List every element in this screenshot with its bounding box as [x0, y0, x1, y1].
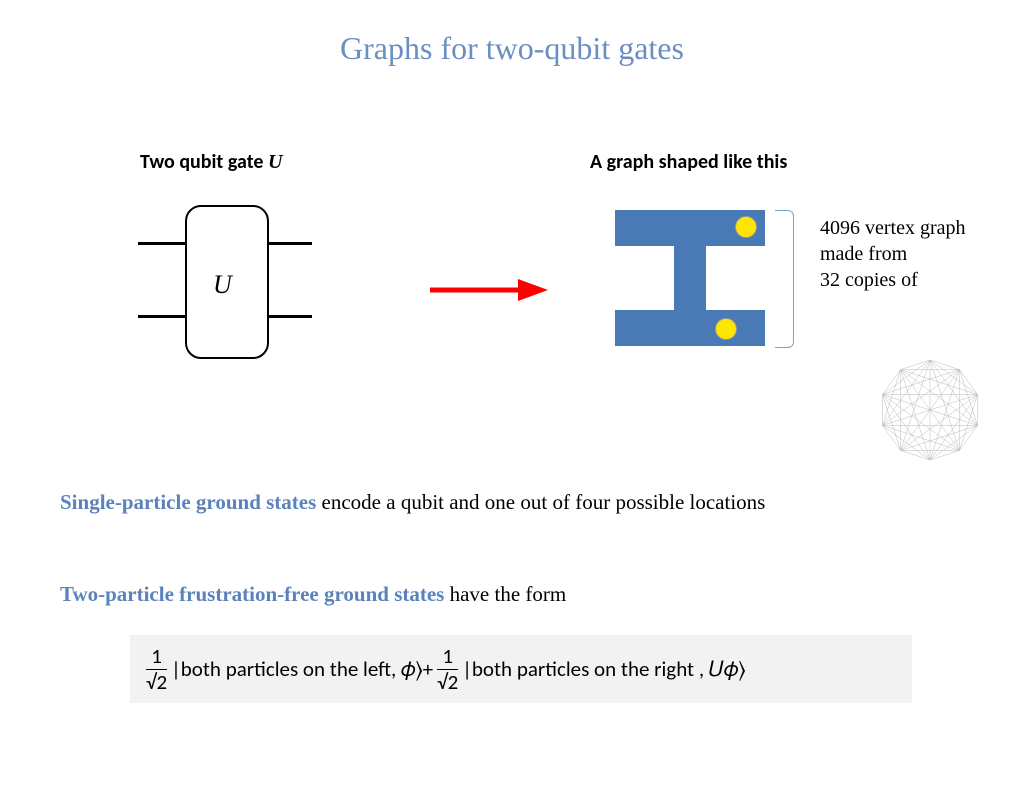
body2-rest: have the form	[444, 582, 566, 606]
body-text-2: Two-particle frustration-free ground sta…	[60, 582, 566, 607]
right-diagram-label: A graph shaped like this	[590, 150, 787, 174]
fraction-2: 1 √2	[437, 646, 458, 693]
frac1-den: √2	[146, 670, 167, 693]
left-label-text: Two qubit gate	[140, 150, 268, 174]
brace-icon	[775, 210, 794, 348]
formula-box: 1 √2 |both particles on the left, 𝜙⟩ + 1…	[130, 635, 912, 703]
plus-sign: +	[423, 656, 433, 682]
bracket-line1: 4096 vertex graph	[820, 217, 966, 239]
ibeam-bot	[615, 310, 765, 346]
ibeam-mid	[674, 246, 706, 310]
ket-1: |both particles on the left, 𝜙⟩	[171, 656, 423, 682]
gate-wire-top-right	[265, 242, 312, 245]
body-text-1: Single-particle ground states encode a q…	[60, 490, 765, 515]
ket-2: |both particles on the right , 𝑈𝜙⟩	[462, 656, 745, 682]
fraction-1: 1 √2	[146, 646, 167, 693]
left-label-u: U	[268, 151, 282, 173]
ibeam-dot-1	[735, 216, 757, 238]
bracket-line2: made from	[820, 243, 907, 265]
gate-wire-bot-left	[138, 315, 185, 318]
star-graph-icon	[870, 350, 990, 470]
frac2-den: √2	[437, 670, 458, 693]
left-diagram-label: Two qubit gate U	[140, 150, 282, 174]
bracket-line3: 32 copies of	[820, 269, 918, 291]
arrow-icon	[430, 275, 550, 305]
ibeam-dot-2	[715, 318, 737, 340]
bracket-text: 4096 vertex graph made from 32 copies of	[820, 215, 966, 293]
gate-letter: U	[213, 270, 232, 300]
body1-rest: encode a qubit and one out of four possi…	[316, 490, 765, 514]
gate-wire-bot-right	[265, 315, 312, 318]
frac2-num: 1	[437, 646, 458, 670]
gate-wire-top-left	[138, 242, 185, 245]
frac1-num: 1	[146, 646, 167, 670]
body2-bold: Two-particle frustration-free ground sta…	[60, 582, 444, 606]
page-title: Graphs for two-qubit gates	[0, 30, 1024, 67]
body1-bold: Single-particle ground states	[60, 490, 316, 514]
